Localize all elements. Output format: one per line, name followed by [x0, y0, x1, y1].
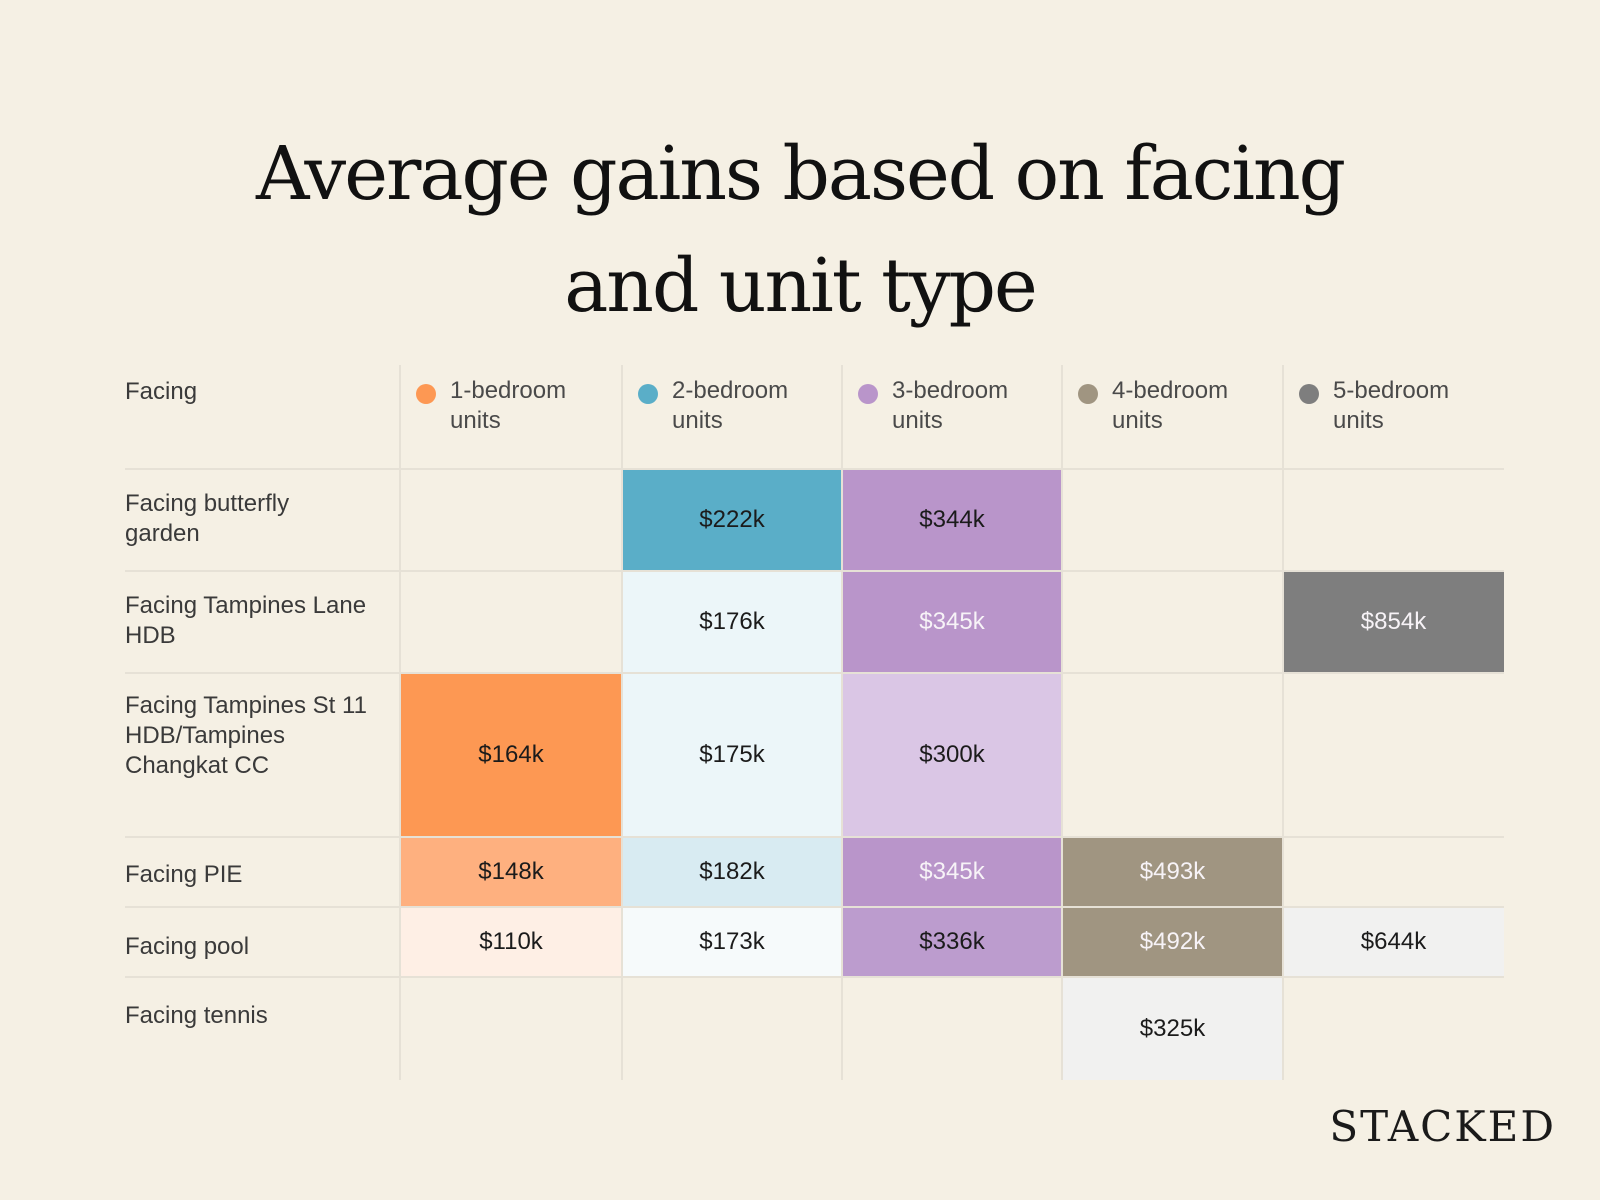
row-label-5: Facing pool — [125, 932, 390, 962]
column-header-line: units — [1333, 407, 1384, 434]
legend-dot-2-bedroom — [638, 384, 658, 404]
column-header-label: 5-bedroom units — [1333, 376, 1503, 436]
column-header-line: units — [672, 407, 723, 434]
column-header-label: 1-bedroom units — [450, 376, 620, 436]
row-divider — [125, 836, 1504, 838]
value-cell-row4-col1: $148k — [400, 837, 622, 907]
value-cell-row5-col3: $336k — [842, 907, 1062, 977]
row-label-line: Facing PIE — [125, 861, 243, 888]
row-label-line: Facing Tampines St 11 — [125, 692, 367, 719]
value-cell-row5-col1: $110k — [400, 907, 622, 977]
row-label-line: HDB — [125, 622, 176, 649]
value-cell-row1-col3: $344k — [842, 469, 1062, 571]
row-label-1: Facing butterfly garden — [125, 489, 390, 549]
column-header-label: 4-bedroom units — [1112, 376, 1282, 436]
legend-dot-4-bedroom — [1078, 384, 1098, 404]
brand-logo: STACKED — [1329, 1102, 1556, 1151]
column-header-line: 3-bedroom — [892, 377, 1009, 404]
column-header-line: 2-bedroom — [672, 377, 789, 404]
legend-dot-3-bedroom — [858, 384, 878, 404]
column-header-line: 5-bedroom — [1333, 377, 1450, 404]
value-cell-row5-col2: $173k — [622, 907, 842, 977]
chart-title-line-2: and unit type — [564, 243, 1038, 329]
column-header-line: units — [892, 407, 943, 434]
column-divider — [399, 365, 401, 1080]
value-cell-row6-col4: $325k — [1062, 977, 1283, 1080]
value-cell-row2-col2: $176k — [622, 571, 842, 673]
value-cell-row5-col4: $492k — [1062, 907, 1283, 977]
value-cell-row2-col5: $854k — [1283, 571, 1504, 673]
chart-title: Average gains based on facing and unit t… — [0, 118, 1600, 342]
value-cell-row4-col4: $493k — [1062, 837, 1283, 907]
value-cell-row2-col3: $345k — [842, 571, 1062, 673]
row-divider — [125, 468, 1504, 470]
row-label-3: Facing Tampines St 11 HDB/Tampines Changka… — [125, 691, 390, 781]
value-cell-row3-col3: $300k — [842, 673, 1062, 837]
row-header-facing: Facing — [125, 378, 198, 405]
column-header-line: 1-bedroom — [450, 377, 567, 404]
row-divider — [125, 906, 1504, 908]
value-cell-row3-col1: $164k — [400, 673, 622, 837]
row-label-line: Facing pool — [125, 933, 250, 960]
column-header-label: 3-bedroom units — [892, 376, 1062, 436]
row-label-line: garden — [125, 520, 200, 547]
row-label-6: Facing tennis — [125, 1001, 390, 1031]
value-cell-row1-col2: $222k — [622, 469, 842, 571]
column-divider — [841, 365, 843, 1080]
column-header-line: units — [1112, 407, 1163, 434]
row-label-line: Facing Tampines Lane — [125, 592, 367, 619]
value-cell-row4-col3: $345k — [842, 837, 1062, 907]
value-cell-row3-col2: $175k — [622, 673, 842, 837]
row-divider — [125, 976, 1504, 978]
chart-title-line-1: Average gains based on facing — [255, 131, 1346, 217]
row-divider — [125, 570, 1504, 572]
column-header-line: 4-bedroom — [1112, 377, 1229, 404]
column-header-label: 2-bedroom units — [672, 376, 842, 436]
value-cell-row5-col5: $644k — [1283, 907, 1504, 977]
row-label-4: Facing PIE — [125, 860, 390, 890]
column-header-line: units — [450, 407, 501, 434]
row-divider — [125, 672, 1504, 674]
row-label-2: Facing Tampines Lane HDB — [125, 591, 390, 651]
row-label-line: Facing butterfly — [125, 490, 290, 517]
column-divider — [1061, 365, 1063, 1080]
column-divider — [621, 365, 623, 1080]
row-label-line: Changkat CC — [125, 752, 270, 779]
legend-dot-1-bedroom — [416, 384, 436, 404]
row-label-line: HDB/Tampines — [125, 722, 286, 749]
row-label-line: Facing tennis — [125, 1002, 268, 1029]
value-cell-row4-col2: $182k — [622, 837, 842, 907]
legend-dot-5-bedroom — [1299, 384, 1319, 404]
column-divider — [1282, 365, 1284, 1080]
